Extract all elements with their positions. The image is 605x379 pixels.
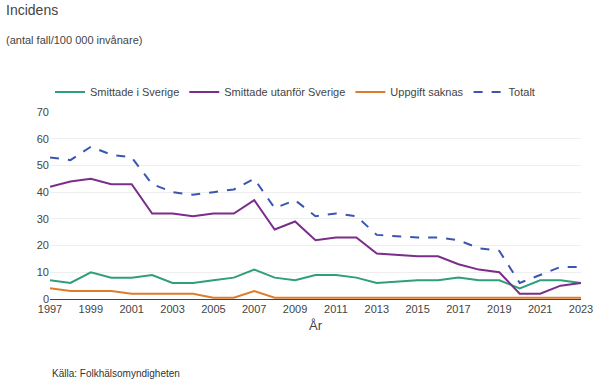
svg-text:70: 70 [37,106,49,118]
svg-text:2017: 2017 [446,303,470,315]
svg-text:50: 50 [37,159,49,171]
svg-text:60: 60 [37,133,49,145]
svg-text:2013: 2013 [365,303,389,315]
svg-text:2015: 2015 [405,303,429,315]
svg-text:10: 10 [37,266,49,278]
svg-text:30: 30 [37,213,49,225]
svg-text:2007: 2007 [242,303,266,315]
svg-text:2003: 2003 [160,303,184,315]
svg-text:2009: 2009 [283,303,307,315]
svg-text:2023: 2023 [569,303,593,315]
svg-text:2001: 2001 [119,303,143,315]
svg-text:0: 0 [43,293,49,305]
svg-text:(antal fall/100 000 invånare): (antal fall/100 000 invånare) [6,34,142,46]
svg-text:År: År [309,318,323,333]
svg-text:2011: 2011 [324,303,348,315]
svg-text:40: 40 [37,186,49,198]
svg-text:20: 20 [37,239,49,251]
svg-text:Uppgift saknas: Uppgift saknas [390,86,463,98]
svg-text:1997: 1997 [38,303,62,315]
svg-text:Smittade i Sverige: Smittade i Sverige [90,86,179,98]
svg-text:2019: 2019 [487,303,511,315]
svg-text:2021: 2021 [528,303,552,315]
svg-text:Totalt: Totalt [509,86,535,98]
svg-text:1999: 1999 [79,303,103,315]
svg-text:Källa: Folkhälsomyndigheten: Källa: Folkhälsomyndigheten [52,368,180,379]
svg-text:2005: 2005 [201,303,225,315]
svg-text:Incidens: Incidens [6,2,58,18]
svg-text:Smittade utanför Sverige: Smittade utanför Sverige [224,86,345,98]
